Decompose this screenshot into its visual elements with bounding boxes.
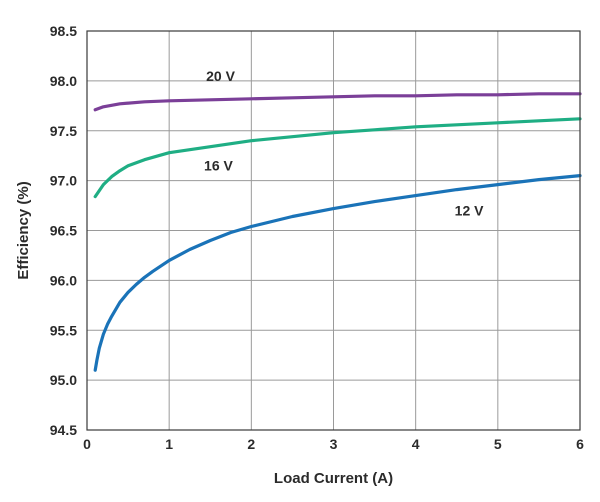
y-tick-label: 98.5	[50, 23, 77, 39]
x-tick-label: 6	[576, 436, 584, 452]
series-labels: 20 V 16 V 12 V	[204, 68, 484, 219]
x-tick-label: 1	[165, 436, 173, 452]
x-tick-label: 2	[247, 436, 255, 452]
grid	[87, 31, 580, 430]
y-tick-label: 94.5	[50, 422, 77, 438]
y-tick-label: 97.5	[50, 123, 77, 139]
y-tick-label: 96.0	[50, 272, 77, 288]
y-axis-title: Efficiency (%)	[15, 181, 32, 279]
x-tick-label: 3	[330, 436, 338, 452]
y-tick-label: 98.0	[50, 73, 77, 89]
series-line-16v	[93, 117, 582, 199]
x-tick-label: 4	[412, 436, 420, 452]
y-tick-label: 95.0	[50, 372, 77, 388]
y-tick-label: 95.5	[50, 322, 77, 338]
y-tick-labels: 94.5 95.0 95.5 96.0 96.5 97.0 97.5 98.0 98.5	[50, 23, 77, 438]
series-lines	[93, 92, 582, 372]
series-label: 20 V	[206, 68, 235, 84]
x-tick-label: 5	[494, 436, 502, 452]
plot-frame	[86, 30, 581, 431]
x-tick-label: 0	[83, 436, 91, 452]
x-tick-labels: 0 1 2 3 4 5 6	[83, 436, 584, 452]
series-label: 12 V	[455, 203, 484, 219]
y-tick-label: 97.0	[50, 173, 77, 189]
x-axis-title: Load Current (A)	[274, 470, 393, 487]
y-tick-label: 96.5	[50, 223, 77, 239]
series-line-12v	[93, 174, 582, 372]
series-line-20v	[93, 92, 582, 112]
series-label: 16 V	[204, 158, 233, 174]
